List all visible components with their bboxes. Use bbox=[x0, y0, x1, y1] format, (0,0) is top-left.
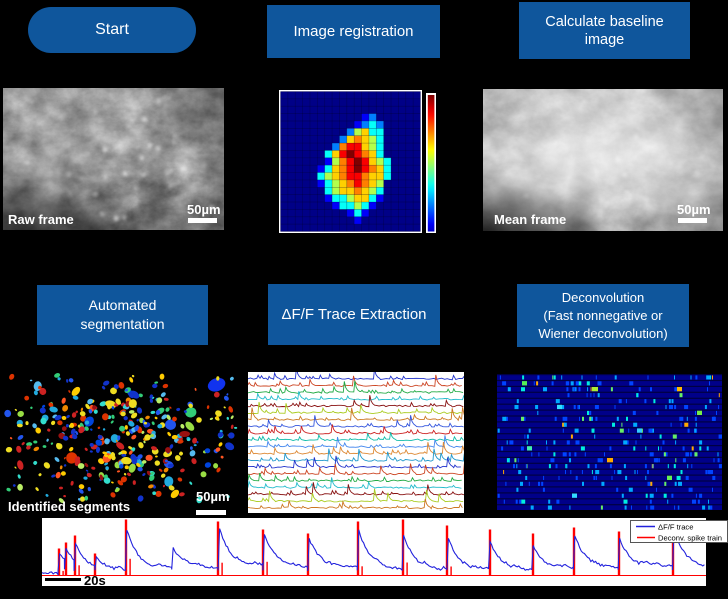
svg-text:Deconv. spike train: Deconv. spike train bbox=[658, 534, 722, 543]
svg-text:ΔF/F trace: ΔF/F trace bbox=[658, 523, 693, 532]
